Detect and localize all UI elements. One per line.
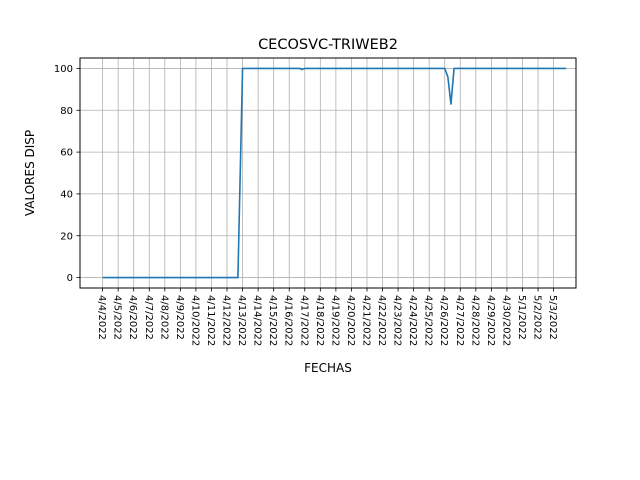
x-tick-label: 4/4/2022 [96,295,107,340]
series-layer [102,67,567,279]
x-tick-label: 4/22/2022 [376,295,387,346]
x-tick-label: 5/1/2022 [516,295,527,340]
y-axis-label: VALORES DISP [23,130,37,216]
series-line [102,67,567,279]
x-tick-label: 5/3/2022 [547,295,558,340]
axes-frame [79,57,577,289]
x-tick-label: 4/6/2022 [127,295,138,340]
x-tick-label: 4/14/2022 [252,295,263,346]
x-tick-label: 4/15/2022 [267,295,278,346]
x-tick-label: 4/30/2022 [500,295,511,346]
x-tick-label: 4/28/2022 [469,295,480,346]
x-tick-label: 4/9/2022 [174,295,185,340]
vertical-gridlines [102,58,554,288]
x-tick-label: 4/5/2022 [112,295,123,340]
y-tick-label: 0 [67,273,73,284]
x-tick-label: 4/25/2022 [423,295,434,346]
x-tick-label: 4/19/2022 [329,295,340,346]
x-tick-label: 5/2/2022 [532,295,543,340]
y-tick-label: 60 [60,148,73,159]
chart-title: CECOSVC-TRIWEB2 [258,37,398,53]
x-tick-label: 4/7/2022 [143,295,154,340]
x-tick-label: 4/13/2022 [236,295,247,346]
x-axis-label: FECHAS [304,361,352,375]
x-tick-label: 4/10/2022 [189,295,200,346]
x-tick-label: 4/8/2022 [158,295,169,340]
x-tick-label: 4/26/2022 [438,295,449,346]
x-tick-label: 4/21/2022 [360,295,371,346]
y-tick-label: 20 [60,231,73,242]
y-tick-label: 100 [54,64,73,75]
x-tick-label: 4/17/2022 [298,295,309,346]
x-tick-label: 4/24/2022 [407,295,418,346]
y-axis-ticks: 0 20 40 60 80 100 [54,64,80,284]
x-tick-label: 4/16/2022 [283,295,294,346]
y-tick-label: 80 [60,106,73,117]
x-tick-label: 4/12/2022 [221,295,232,346]
x-tick-label: 4/20/2022 [345,295,356,346]
x-tick-label: 4/11/2022 [205,295,216,346]
x-axis-ticks: 4/4/2022 4/5/2022 4/6/2022 4/7/2022 4/8/2022… [96,288,558,346]
x-tick-label: 4/18/2022 [314,295,325,346]
x-tick-label: 4/29/2022 [485,295,496,346]
y-tick-label: 40 [60,190,73,201]
x-tick-label: 4/23/2022 [392,295,403,346]
x-tick-label: 4/27/2022 [454,295,465,346]
